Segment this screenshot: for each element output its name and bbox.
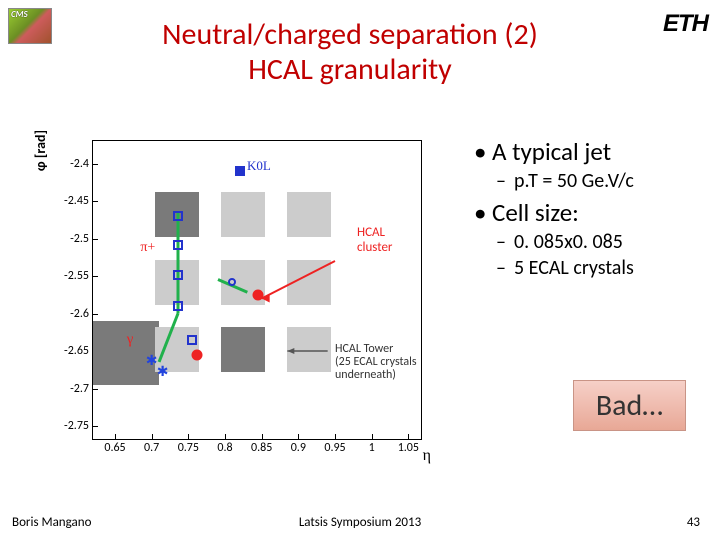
- cms-logo: [8, 8, 52, 44]
- eth-logo: ETH: [663, 10, 708, 38]
- marker-sq-open: [173, 240, 183, 250]
- hcal-cell: [287, 192, 331, 237]
- marker-sq-open: [173, 270, 183, 280]
- chart-area: φ [rad] η -2.4-2.45-2.5-2.55-2.6-2.65-2.…: [30, 132, 450, 472]
- x-tick: 0.95: [324, 439, 345, 455]
- y-tick: -2.4: [70, 157, 93, 171]
- marker-dot-blue-open: [228, 278, 236, 286]
- x-tick: 0.65: [104, 439, 125, 455]
- y-tick: -2.75: [64, 419, 93, 433]
- bullet-ecal-crystals: 5 ECAL crystals: [470, 256, 710, 280]
- bullet-list: A typical jet p.T = 50 Ge.V/c Cell size:…: [470, 132, 710, 282]
- marker-dot-red: [192, 349, 203, 360]
- plot-panel: η -2.4-2.45-2.5-2.55-2.6-2.65-2.7-2.750.…: [92, 140, 422, 440]
- marker-sq-open: [173, 211, 183, 221]
- k0l-label: K0L: [247, 158, 271, 174]
- x-axis-label: η: [423, 447, 431, 465]
- x-tick: 0.8: [217, 439, 232, 455]
- bullet-cell-dim: 0. 085x0. 085: [470, 230, 710, 254]
- gamma-label: γ: [127, 331, 134, 348]
- x-tick: 0.9: [291, 439, 306, 455]
- bullet-typical-jet: A typical jet: [470, 136, 710, 167]
- y-tick: -2.65: [64, 344, 93, 358]
- y-axis-label: φ [rad]: [32, 130, 49, 171]
- slide-title: Neutral/charged separation (2) HCAL gran…: [60, 18, 640, 87]
- y-tick: -2.6: [70, 307, 93, 321]
- marker-star: ✱: [156, 365, 170, 379]
- bullet-pt: p.T = 50 Ge.V/c: [470, 169, 710, 193]
- title-line1: Neutral/charged separation (2): [162, 16, 538, 53]
- y-tick: -2.45: [64, 194, 93, 208]
- y-tick: -2.55: [64, 269, 93, 283]
- marker-sq-filled: [235, 166, 245, 176]
- title-line2: HCAL granularity: [248, 51, 452, 88]
- marker-sq-open: [173, 301, 183, 311]
- pi-plus-label: π+: [140, 240, 155, 256]
- hcal-cell: [287, 260, 331, 305]
- x-tick: 1: [369, 439, 375, 455]
- x-tick: 1.05: [398, 439, 419, 455]
- bad-callout: Bad…: [573, 380, 686, 431]
- y-tick: -2.5: [70, 232, 93, 246]
- hcal-cell: [221, 192, 265, 237]
- marker-sq-open: [187, 335, 197, 345]
- footer-venue: Latsis Symposium 2013: [0, 515, 720, 530]
- y-tick: -2.7: [70, 382, 93, 396]
- marker-dot-red: [253, 289, 264, 300]
- hcal-cell: [287, 327, 331, 372]
- x-tick: 0.75: [178, 439, 199, 455]
- footer-page: 43: [687, 515, 700, 530]
- hcal-cell: [221, 327, 265, 372]
- hcal-cluster-label: HCAL cluster: [357, 225, 392, 255]
- track-line: [177, 212, 180, 313]
- x-tick: 0.85: [251, 439, 272, 455]
- x-tick: 0.7: [144, 439, 159, 455]
- y-axis-label-box: φ [rad]: [30, 132, 50, 472]
- bullet-cell-size: Cell size:: [470, 197, 710, 228]
- hcal-tower-label: HCAL Tower (25 ECAL crystals underneath): [335, 343, 417, 383]
